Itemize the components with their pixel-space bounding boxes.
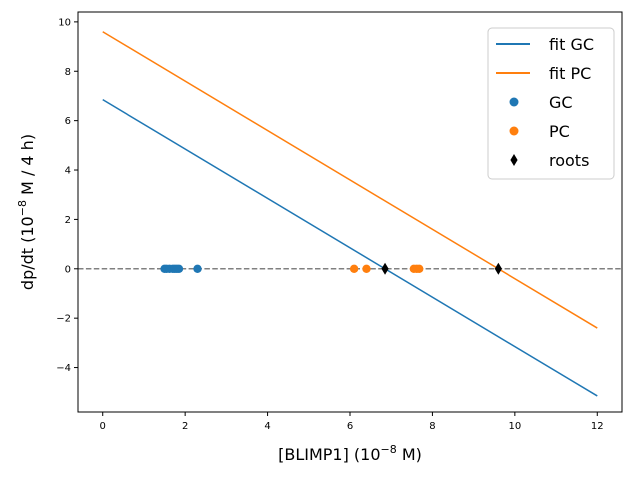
legend-label: GC [549,93,573,112]
x-tick-label: 10 [508,421,521,432]
y-tick-label: 2 [65,215,71,226]
y-tick-label: 4 [65,166,71,177]
y-tick-label: 6 [65,116,71,127]
plot-area [78,31,622,397]
legend: fit GC fit PC GC PC roots [487,27,615,180]
x-tick-label: 0 [100,421,106,432]
series-line-fit-gc [102,99,598,397]
legend-label: fit PC [549,64,591,83]
legend-box [487,27,615,180]
point-roots [381,262,389,275]
legend-swatch [510,154,518,166]
x-tick-label: 12 [591,421,604,432]
point-pc [349,264,359,273]
y-tick-label: 10 [58,17,71,28]
point-pc [362,264,371,273]
point-pc [415,264,424,273]
series-line-fit-pc [102,31,598,329]
y-tick-label: 8 [65,67,71,78]
point-gc [174,264,184,273]
x-axis-label: [BLIMP1] (10−8 M) [278,443,422,464]
x-tick-label: 6 [347,421,353,432]
y-tick-label: 0 [65,264,71,275]
legend-label: PC [549,122,570,141]
point-gc [193,264,202,273]
legend-swatch [509,126,519,136]
legend-swatch [509,97,519,107]
y-tick-label: −4 [56,363,71,374]
x-tick-label: 2 [182,421,188,432]
x-tick-label: 4 [264,421,270,432]
x-tick-label: 8 [429,421,435,432]
point-roots [494,262,502,275]
legend-label: fit GC [549,35,594,54]
y-axis-label: dp/dt (10−8 M / 4 h) [16,134,37,290]
axes: 0 2 4 6 8 10 12 −4 −2 0 2 4 6 8 10 [56,11,623,432]
y-tick-label: −2 [56,314,71,325]
legend-label: roots [549,151,589,170]
